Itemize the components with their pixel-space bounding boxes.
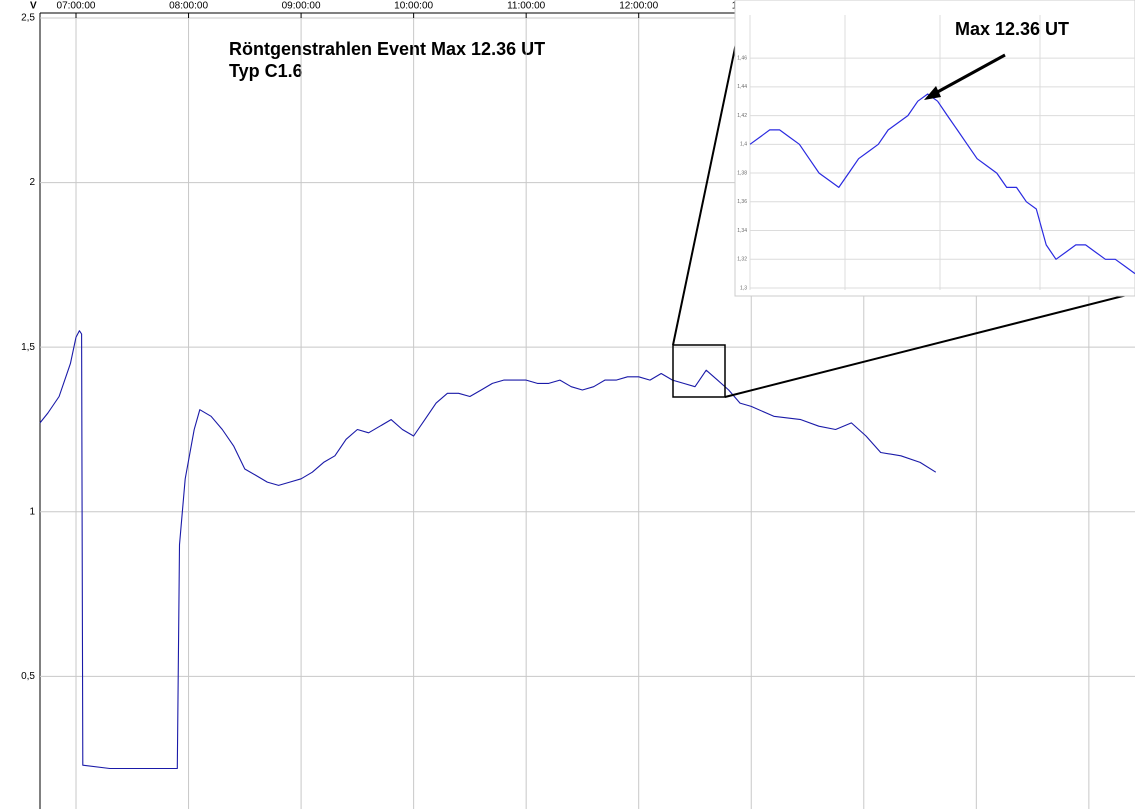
inset-chart: 1,3 1,32 1,34 1,36 1,38 1,4 1,42 1,44 1,46 bbox=[734, 0, 1135, 297]
y-tick-label: 2,5 bbox=[21, 13, 35, 24]
inset-background bbox=[734, 0, 1135, 297]
y-tick-label: 1,36 bbox=[737, 199, 747, 205]
annotation: Röntgenstrahlen Event Max 12.36 UT bbox=[229, 39, 545, 59]
x-tick-label: 09:00:00 bbox=[282, 1, 321, 12]
x-tick-label: 10:00:00 bbox=[394, 1, 433, 12]
y-tick-label: 1,3 bbox=[740, 285, 747, 291]
zoom-line bbox=[724, 292, 1135, 398]
inset-annotation-layer: Max 12.36 UT bbox=[924, 19, 1069, 100]
annotation: Max 12.36 UT bbox=[955, 19, 1069, 39]
zoom-box bbox=[672, 344, 726, 398]
x-tick-label: 07:00:00 bbox=[57, 1, 96, 12]
y-tick-label: 1,32 bbox=[737, 257, 747, 263]
x-tick-label: 11:00:00 bbox=[507, 1, 546, 12]
y-tick-label: 1,4 bbox=[740, 142, 747, 148]
y-axis-label: V bbox=[30, 1, 37, 12]
x-tick-label: 08:00:00 bbox=[169, 1, 208, 12]
x-tick-label: 12:00:00 bbox=[619, 1, 658, 12]
y-tick-label: 2 bbox=[29, 177, 35, 188]
arrow-head bbox=[924, 86, 941, 100]
y-tick-label: 1,38 bbox=[737, 170, 747, 176]
y-tick-label: 1,46 bbox=[737, 55, 747, 61]
y-tick-label: 0,5 bbox=[21, 671, 35, 682]
annotation: Typ C1.6 bbox=[229, 61, 303, 81]
zoom-line bbox=[672, 0, 746, 346]
zoom-marker bbox=[672, 0, 1135, 398]
y-tick-label: 1 bbox=[29, 506, 35, 517]
annotation-arrow bbox=[931, 53, 1006, 97]
y-tick-label: 1,34 bbox=[737, 228, 747, 234]
y-tick-label: 1,44 bbox=[737, 84, 747, 90]
data-line bbox=[749, 93, 1135, 275]
main-chart: V Röntgenstrahlen Event Max 12.36 UT Typ… bbox=[21, 1, 1135, 809]
y-tick-label: 1,42 bbox=[737, 113, 747, 119]
data-line bbox=[39, 330, 937, 770]
y-tick-label: 1,5 bbox=[21, 342, 35, 353]
